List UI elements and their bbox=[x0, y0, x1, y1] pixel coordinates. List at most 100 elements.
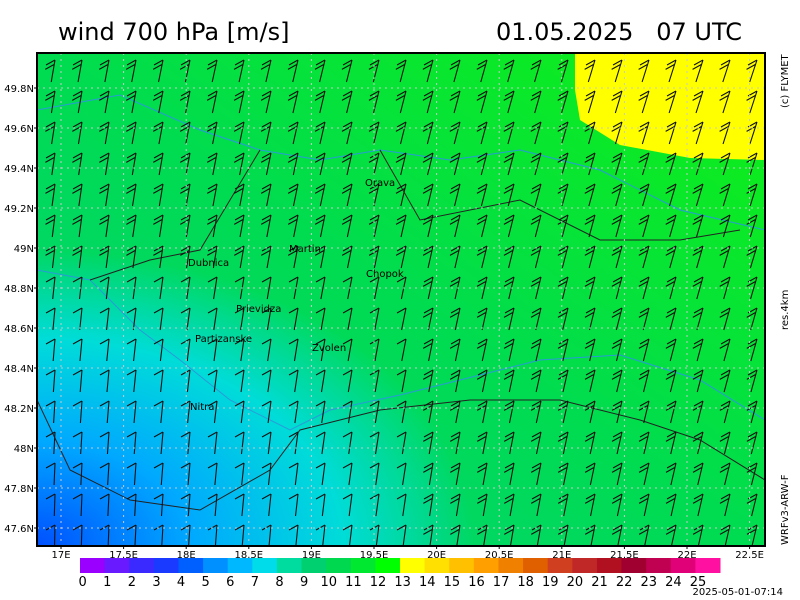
wind-barb bbox=[45, 431, 56, 455]
colorbar-swatch bbox=[301, 558, 327, 573]
colorbar-swatch bbox=[350, 558, 376, 573]
cities: Orava Dubnica Martin Chopok Prievidza Pa… bbox=[188, 178, 404, 413]
title: wind 700 hPa [m/s] bbox=[58, 18, 289, 46]
wind-barb bbox=[422, 431, 434, 455]
wind-barb bbox=[288, 493, 299, 517]
wind-barb bbox=[261, 493, 272, 517]
wind-barb bbox=[665, 307, 677, 331]
wind-barb bbox=[557, 214, 569, 238]
wind-barb bbox=[692, 59, 704, 83]
lon-tick-label: 17.5E bbox=[109, 550, 138, 561]
colorbar-swatch bbox=[498, 558, 524, 573]
wind-barb bbox=[449, 245, 461, 269]
colorbar-swatch bbox=[547, 558, 573, 573]
wind-barb bbox=[584, 431, 596, 455]
wind-barb bbox=[206, 152, 218, 176]
colorbar-label: 5 bbox=[202, 575, 210, 590]
wind-barb bbox=[260, 121, 272, 145]
wind-barb bbox=[71, 90, 83, 114]
colorbar-label: 10 bbox=[320, 575, 337, 590]
city-label: Prievidza bbox=[236, 304, 281, 315]
wind-barb bbox=[368, 90, 380, 114]
wind-barb bbox=[611, 59, 623, 83]
wind-barb bbox=[450, 493, 461, 517]
wind-barb bbox=[665, 90, 677, 114]
wind-barb bbox=[719, 524, 731, 546]
wind-barb bbox=[180, 462, 191, 486]
wind-barb bbox=[530, 152, 542, 176]
colorbar-label: 23 bbox=[640, 575, 657, 590]
colorbar-swatch bbox=[276, 558, 303, 573]
wind-barb bbox=[369, 307, 380, 331]
wind-barb bbox=[152, 90, 164, 114]
wind-barb bbox=[638, 431, 650, 455]
wind-barb bbox=[422, 307, 434, 331]
wind-barb bbox=[584, 307, 596, 331]
wind-barb bbox=[422, 338, 434, 362]
wind-barb bbox=[530, 462, 542, 486]
wind-barb bbox=[665, 121, 677, 145]
border bbox=[37, 269, 765, 431]
wind-barb bbox=[665, 462, 677, 486]
wind-barb bbox=[449, 183, 461, 207]
wind-barb bbox=[125, 152, 137, 176]
datetime: 01.05.2025 07 UTC bbox=[496, 18, 742, 46]
wind-barb bbox=[449, 400, 461, 424]
wind-barb bbox=[584, 90, 596, 114]
wind-barb bbox=[665, 400, 677, 424]
wind-barb bbox=[503, 307, 515, 331]
lat-tick-label: 48.8N bbox=[4, 284, 34, 295]
wind-barb bbox=[233, 183, 245, 207]
wind-barb bbox=[692, 307, 704, 331]
wind-barb bbox=[584, 338, 596, 362]
wind-barb bbox=[423, 462, 434, 486]
wind-barb bbox=[342, 338, 353, 362]
wind-barb bbox=[422, 59, 434, 83]
lon-tick-label: 21E bbox=[552, 550, 571, 561]
wind-barb bbox=[503, 152, 515, 176]
wind-barb bbox=[503, 369, 515, 393]
wind-barb bbox=[638, 214, 650, 238]
wind-barb bbox=[315, 276, 326, 300]
wind-barb bbox=[611, 400, 623, 424]
wind-barb bbox=[342, 462, 353, 486]
wind-barb bbox=[314, 214, 326, 238]
wind-barb bbox=[530, 307, 542, 331]
wind-barb bbox=[719, 307, 731, 331]
wind-barb bbox=[152, 59, 164, 83]
wind-barb bbox=[692, 121, 704, 145]
wind-barb bbox=[665, 338, 677, 362]
wind-barb bbox=[314, 121, 326, 145]
wind-barb bbox=[126, 214, 137, 238]
wind-barb bbox=[557, 121, 569, 145]
wind-barb bbox=[584, 59, 596, 83]
lat-tick-label: 47.6N bbox=[4, 524, 34, 535]
wind-barb bbox=[665, 369, 677, 393]
lat-tick-label: 47.8N bbox=[4, 484, 34, 495]
wind-barb bbox=[746, 59, 758, 83]
lon-tick-label: 18E bbox=[177, 550, 196, 561]
wind-barb bbox=[396, 431, 407, 455]
wind-barb bbox=[422, 214, 434, 238]
lat-tick-label: 49.8N bbox=[4, 84, 34, 95]
wind-barb bbox=[287, 59, 299, 83]
wind-barb bbox=[557, 369, 569, 393]
wind-barb bbox=[503, 90, 515, 114]
wind-barb bbox=[206, 214, 218, 238]
wind-barb bbox=[99, 183, 110, 207]
lon-tick-label: 17E bbox=[51, 550, 70, 561]
wind-barb bbox=[153, 307, 164, 331]
wind-barb bbox=[153, 400, 164, 424]
wind-barb bbox=[126, 524, 137, 546]
wind-barb bbox=[234, 431, 245, 455]
wind-barb bbox=[288, 369, 299, 393]
wind-barb bbox=[126, 369, 137, 393]
wind-barb bbox=[503, 338, 515, 362]
colorbar: 0 1 2 3 4 5 6 7 8 9 10 11 12 13 14 15 16 17 18 19 20 21 22 23 24… bbox=[78, 558, 721, 590]
wind-barb bbox=[314, 183, 326, 207]
wind-barb bbox=[638, 338, 650, 362]
wind-barb bbox=[315, 431, 326, 455]
colorbar-label: 21 bbox=[591, 575, 608, 590]
wind-barb bbox=[611, 90, 623, 114]
wind-barb bbox=[45, 338, 56, 362]
